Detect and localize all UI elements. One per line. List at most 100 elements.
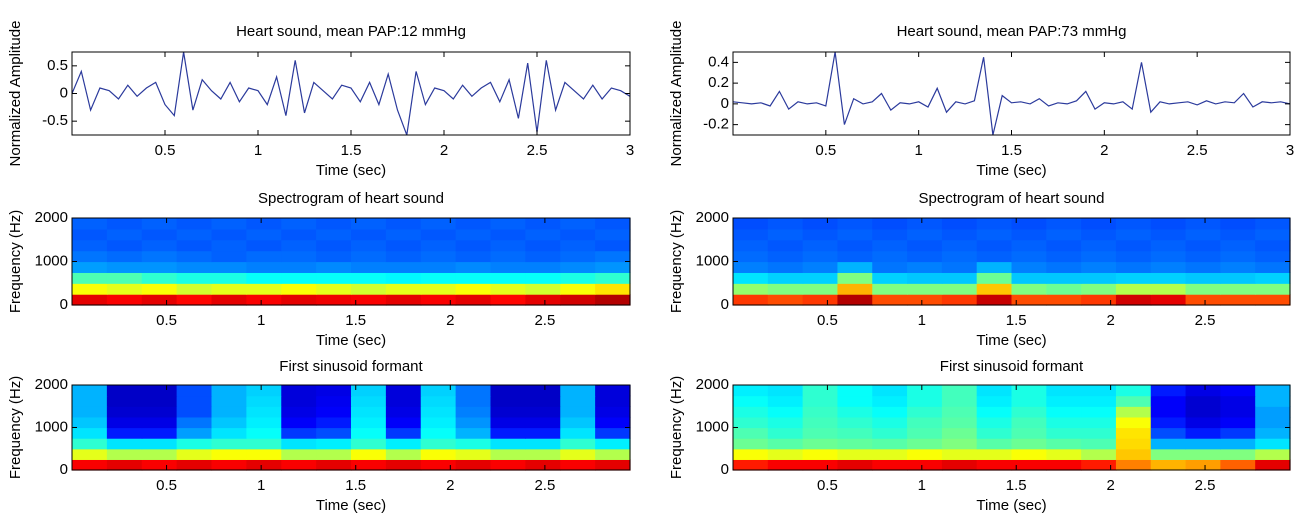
heat-cell	[351, 459, 387, 471]
heat-cell	[316, 406, 352, 418]
heat-cell	[246, 438, 282, 450]
plot-area	[72, 218, 631, 306]
heat-cell	[211, 228, 247, 241]
heat-cell	[1220, 250, 1256, 263]
heat-cell	[560, 294, 596, 306]
heat-cell	[1081, 261, 1117, 273]
heat-cell	[872, 218, 908, 230]
heat-cell	[490, 272, 526, 284]
heat-cell	[211, 261, 247, 273]
heat-cell	[72, 395, 108, 407]
heat-cell	[1046, 427, 1082, 439]
heat-cell	[141, 218, 178, 230]
heat-cell	[281, 385, 317, 397]
heat-cell	[176, 395, 213, 407]
x-axis-label: Time (sec)	[316, 332, 386, 349]
heat-cell	[767, 395, 804, 407]
heat-cell	[907, 218, 943, 230]
heat-cell	[385, 272, 422, 284]
heat-cell	[1185, 261, 1221, 273]
heat-cell	[455, 459, 492, 471]
heat-cell	[351, 395, 387, 407]
heat-cell	[560, 438, 596, 450]
heat-cell	[1081, 448, 1117, 460]
heat-cell	[420, 283, 457, 295]
heat-cell	[72, 272, 108, 284]
heat-cell	[385, 261, 422, 273]
heat-cell	[420, 294, 457, 306]
x-tick-label: 2	[1106, 477, 1114, 494]
panel-title: Heart sound, mean PAP:73 mmHg	[897, 23, 1127, 40]
heat-cell	[1081, 395, 1117, 407]
heat-cell	[525, 272, 561, 284]
heat-cell	[420, 438, 457, 450]
heat-cell	[420, 395, 457, 407]
heat-cell	[106, 239, 143, 252]
heat-cell	[1185, 448, 1221, 460]
heat-cell	[802, 283, 839, 295]
heat-cell	[176, 272, 213, 284]
heat-cell	[72, 427, 108, 439]
heat-cell	[420, 416, 457, 429]
heat-cell	[106, 438, 143, 450]
heat-cell	[141, 294, 178, 306]
heat-cell	[1011, 448, 1047, 460]
heat-cell	[872, 385, 908, 397]
heat-cell	[733, 385, 769, 397]
heat-cell	[525, 218, 561, 230]
heat-cell	[1046, 239, 1082, 252]
heat-cell	[733, 427, 769, 439]
heat-cell	[141, 438, 178, 450]
heat-cell	[1011, 261, 1047, 273]
heat-cell	[106, 427, 143, 439]
heat-cell	[141, 272, 178, 284]
heat-cell	[246, 385, 282, 397]
heat-cell	[595, 239, 631, 252]
heat-cell	[1081, 228, 1117, 241]
waveform	[733, 52, 1290, 135]
heat-cell	[385, 416, 422, 429]
heat-cell	[1011, 228, 1047, 241]
heat-cell	[72, 261, 108, 273]
heat-cell	[455, 427, 492, 439]
heat-cell	[106, 261, 143, 273]
heat-cell	[802, 218, 839, 230]
heat-cell	[595, 228, 631, 241]
heat-cell	[976, 228, 1013, 241]
x-tick-label: 2.5	[1195, 477, 1216, 494]
x-tick-label: 0.5	[817, 312, 838, 329]
heat-cell	[490, 261, 526, 273]
heat-cell	[1185, 272, 1221, 284]
heat-cell	[141, 459, 178, 471]
heat-cell	[72, 385, 108, 397]
heat-cell	[176, 416, 213, 429]
heat-cell	[1081, 459, 1117, 471]
heat-cell	[176, 250, 213, 263]
heat-cell	[72, 448, 108, 460]
heat-cell	[976, 448, 1013, 460]
heat-cell	[455, 272, 492, 284]
heat-cell	[420, 250, 457, 263]
heat-cell	[316, 250, 352, 263]
heat-cell	[1255, 416, 1291, 429]
x-tick-label: 2	[446, 312, 454, 329]
x-tick-label: 1	[257, 312, 265, 329]
heat-cell	[72, 239, 108, 252]
heat-cell	[837, 239, 873, 252]
heat-cell	[72, 228, 108, 241]
heat-cell	[976, 218, 1013, 230]
heat-cell	[1046, 416, 1082, 429]
heat-cell	[767, 416, 804, 429]
heat-cell	[1115, 459, 1152, 471]
heat-cell	[420, 385, 457, 397]
heat-cell	[281, 427, 317, 439]
heat-cell	[802, 416, 839, 429]
panel-title: Spectrogram of heart sound	[258, 190, 444, 207]
heat-cell	[246, 239, 282, 252]
heat-cell	[420, 261, 457, 273]
heat-cell	[455, 218, 492, 230]
y-axis-label: Normalized Amplitude	[7, 21, 24, 167]
x-tick-label: 1.5	[1006, 312, 1027, 329]
heat-cell	[976, 438, 1013, 450]
heat-cell	[351, 218, 387, 230]
